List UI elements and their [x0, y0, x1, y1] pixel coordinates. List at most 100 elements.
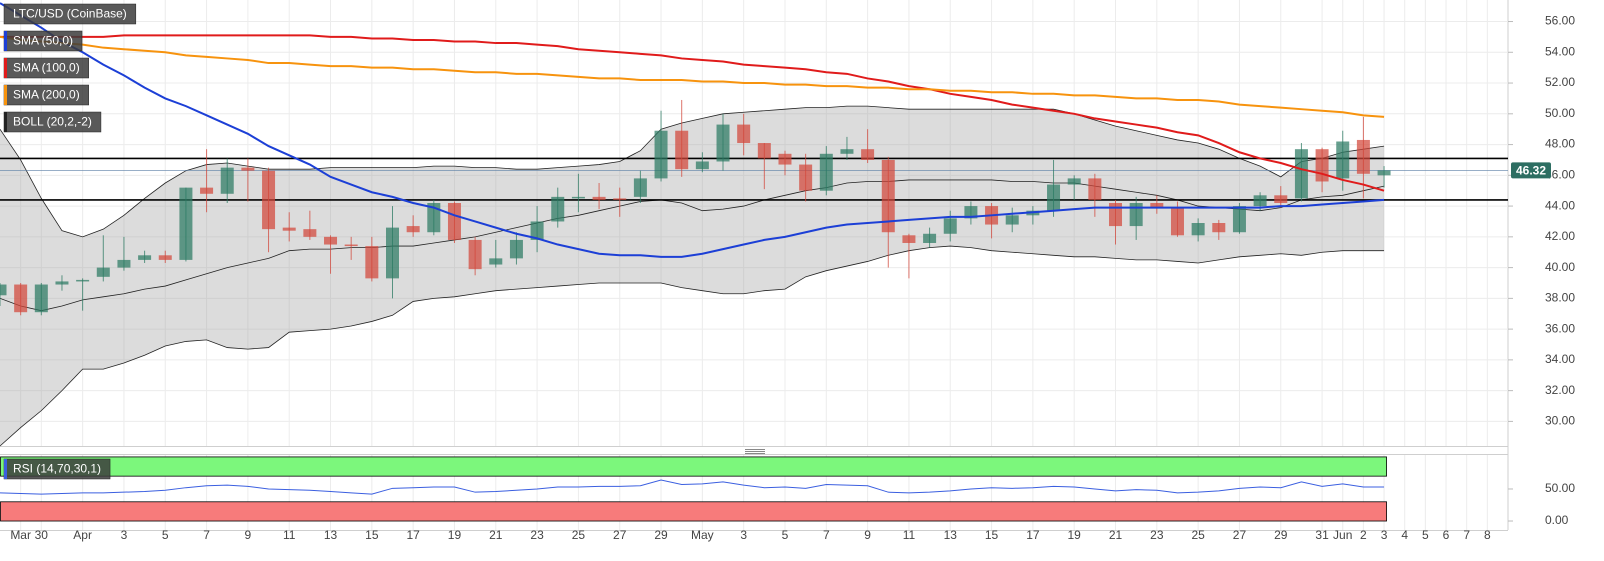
x-tick-label: 23	[530, 528, 544, 542]
legend-swatch	[4, 112, 7, 132]
x-tick-label: 7	[823, 528, 830, 542]
y-tick-label: 54.00	[1545, 44, 1575, 58]
candle-body	[14, 284, 28, 313]
candle-body	[964, 206, 978, 219]
x-tick-label: 27	[1233, 528, 1247, 542]
x-tick-label: Jun	[1333, 528, 1352, 542]
legend-text: SMA (100,0)	[13, 61, 80, 75]
rsi-upper-zone	[0, 456, 1387, 477]
x-tick-label: 19	[448, 528, 462, 542]
y-tick-label: 46.00	[1545, 167, 1575, 181]
candle-body	[489, 258, 503, 265]
x-tick-label: 15	[365, 528, 379, 542]
sma-line	[0, 34, 1385, 192]
rsi-lower-zone	[0, 501, 1387, 522]
price-label: 46.32	[1516, 164, 1546, 178]
y-tick-label: 0.00	[1545, 513, 1569, 527]
legend-item: BOLL (20,2,-2)	[3, 111, 102, 133]
candle-body	[675, 130, 689, 170]
candle-body	[447, 203, 461, 240]
legend-item: LTC/USD (CoinBase)	[3, 3, 137, 25]
x-tick-label: 29	[1274, 528, 1288, 542]
y-tick-label: 48.00	[1545, 137, 1575, 151]
candle-body	[1253, 195, 1267, 207]
candle-body	[757, 143, 771, 159]
bollinger-upper	[0, 105, 1385, 238]
y-tick-label: 44.00	[1545, 198, 1575, 212]
x-tick-label: 7	[1463, 528, 1470, 542]
x-tick-label: 17	[1026, 528, 1040, 542]
x-tick-label: 11	[283, 528, 296, 542]
x-tick-label: 6	[1443, 528, 1450, 542]
candle-body	[1191, 223, 1205, 236]
legend-text: LTC/USD (CoinBase)	[13, 7, 127, 21]
x-tick-label: 31	[1315, 528, 1329, 542]
candle-body	[1129, 203, 1143, 227]
y-tick-label: 50.00	[1545, 481, 1575, 495]
candle-body	[158, 255, 172, 260]
candle-body	[1088, 178, 1102, 200]
legend-item: SMA (50,0)	[3, 30, 83, 52]
candle-body	[1150, 203, 1164, 208]
x-tick-label: 3	[1381, 528, 1388, 542]
candle-body	[1315, 149, 1329, 182]
candle-body	[571, 196, 585, 199]
x-tick-label: Mar	[10, 528, 31, 542]
y-tick-label: 52.00	[1545, 75, 1575, 89]
x-tick-label: 27	[613, 528, 627, 542]
x-tick-label: 9	[245, 528, 252, 542]
candle-body	[1047, 184, 1061, 211]
candle-body	[138, 255, 152, 260]
panel-handle[interactable]	[745, 449, 765, 454]
candle-body	[324, 236, 338, 245]
candle-body	[76, 279, 90, 282]
x-tick-label: 5	[782, 528, 789, 542]
legend-item: SMA (100,0)	[3, 57, 89, 79]
candle-body	[468, 239, 482, 270]
candle-body	[262, 170, 276, 230]
legend-item: SMA (200,0)	[3, 84, 89, 106]
legend-text: SMA (50,0)	[13, 34, 73, 48]
candle-body	[778, 153, 792, 165]
candle-body	[1212, 223, 1226, 233]
candles	[0, 99, 1391, 316]
x-tick-label: 11	[903, 528, 916, 542]
candle-body	[220, 167, 234, 194]
candle-body	[1356, 139, 1370, 174]
x-tick-label: 23	[1150, 528, 1164, 542]
candle-body	[385, 227, 399, 279]
candle-body	[1294, 149, 1308, 199]
x-tick-label: 5	[1422, 528, 1429, 542]
candle-body	[592, 196, 606, 200]
candle-body	[96, 267, 110, 277]
candle-body	[344, 244, 358, 247]
x-tick-label: 29	[654, 528, 668, 542]
y-tick-label: 40.00	[1545, 260, 1575, 274]
candle-body	[303, 229, 317, 237]
candle-body	[427, 203, 441, 233]
legend-swatch	[4, 459, 7, 479]
candle-body	[819, 153, 833, 191]
candle-body	[1170, 207, 1184, 236]
y-tick-label: 36.00	[1545, 321, 1575, 335]
legend-item: RSI (14,70,30,1)	[3, 458, 111, 480]
grid	[0, 0, 1508, 530]
candle-body	[881, 159, 895, 233]
candle-body	[1336, 141, 1350, 179]
candle-body	[799, 164, 813, 191]
x-tick-label: 5	[162, 528, 169, 542]
x-tick-label: 8	[1484, 528, 1491, 542]
price-label-box	[1511, 162, 1551, 179]
candle-body	[551, 196, 565, 222]
legend-swatch	[4, 58, 7, 78]
candle-body	[0, 284, 7, 296]
y-tick-label: 56.00	[1545, 14, 1575, 28]
candle-body	[633, 178, 647, 197]
legend-swatch	[4, 31, 7, 51]
x-tick-label: 25	[1191, 528, 1205, 542]
x-tick-label: 3	[121, 528, 128, 542]
candle-body	[737, 124, 751, 144]
x-tick-label: 13	[324, 528, 338, 542]
candle-body	[1109, 203, 1123, 227]
